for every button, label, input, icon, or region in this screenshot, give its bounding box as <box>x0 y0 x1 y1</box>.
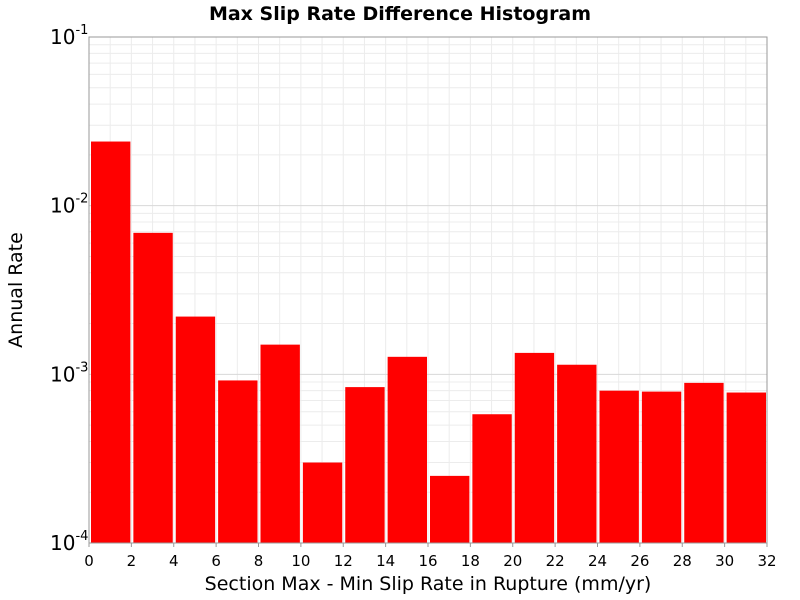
x-tick-label: 4 <box>169 552 179 570</box>
x-tick-label: 18 <box>461 552 480 570</box>
histogram-bar <box>472 414 512 543</box>
histogram-bar <box>387 356 427 543</box>
x-tick-label: 0 <box>84 552 94 570</box>
bars-group <box>91 141 766 543</box>
x-tick-label: 10 <box>291 552 310 570</box>
y-axis-ticks: 10-410-310-210-1 <box>50 23 88 555</box>
y-tick-base: 10 <box>50 362 75 386</box>
histogram-bar <box>557 364 597 543</box>
y-tick-label: 10-2 <box>50 192 88 218</box>
x-tick-label: 24 <box>588 552 607 570</box>
x-tick-label: 14 <box>376 552 395 570</box>
y-tick-label: 10-3 <box>50 360 88 386</box>
y-tick-base: 10 <box>50 25 75 49</box>
histogram-bar <box>133 232 173 543</box>
x-tick-label: 28 <box>673 552 692 570</box>
x-tick-label: 22 <box>546 552 565 570</box>
histogram-bar <box>726 392 766 543</box>
x-tick-label: 20 <box>503 552 522 570</box>
x-tick-label: 2 <box>127 552 137 570</box>
histogram-bar <box>599 390 639 543</box>
histogram-bar <box>260 344 300 543</box>
histogram-bar <box>175 316 216 543</box>
y-tick-exponent: -3 <box>75 360 88 375</box>
histogram-bar <box>430 475 470 543</box>
y-tick-exponent: -2 <box>75 192 88 207</box>
histogram-bar <box>345 387 385 543</box>
y-tick-exponent: -1 <box>75 23 88 38</box>
histogram-bar <box>218 380 258 543</box>
y-axis-label: Annual Rate <box>5 232 27 348</box>
histogram-bar <box>302 462 343 543</box>
y-tick-label: 10-1 <box>50 23 88 49</box>
x-tick-label: 16 <box>418 552 437 570</box>
histogram-bar <box>641 391 682 543</box>
y-tick-base: 10 <box>50 194 75 218</box>
chart-title: Max Slip Rate Difference Histogram <box>209 3 591 25</box>
y-tick-label: 10-4 <box>50 529 88 555</box>
x-tick-label: 6 <box>211 552 221 570</box>
x-tick-label: 32 <box>757 552 776 570</box>
x-tick-label: 30 <box>715 552 734 570</box>
histogram-bar <box>514 352 555 543</box>
histogram-bar <box>91 141 131 543</box>
x-tick-label: 12 <box>334 552 353 570</box>
histogram-bar <box>684 382 724 543</box>
y-tick-exponent: -4 <box>75 529 88 544</box>
x-tick-label: 26 <box>630 552 649 570</box>
x-tick-label: 8 <box>254 552 264 570</box>
y-tick-base: 10 <box>50 531 75 555</box>
x-axis-label: Section Max - Min Slip Rate in Rupture (… <box>205 573 652 595</box>
x-axis-ticks: 0 2 4 6 8 10 12 14 16 18 20 22 24 26 28 30 32 <box>84 543 777 570</box>
